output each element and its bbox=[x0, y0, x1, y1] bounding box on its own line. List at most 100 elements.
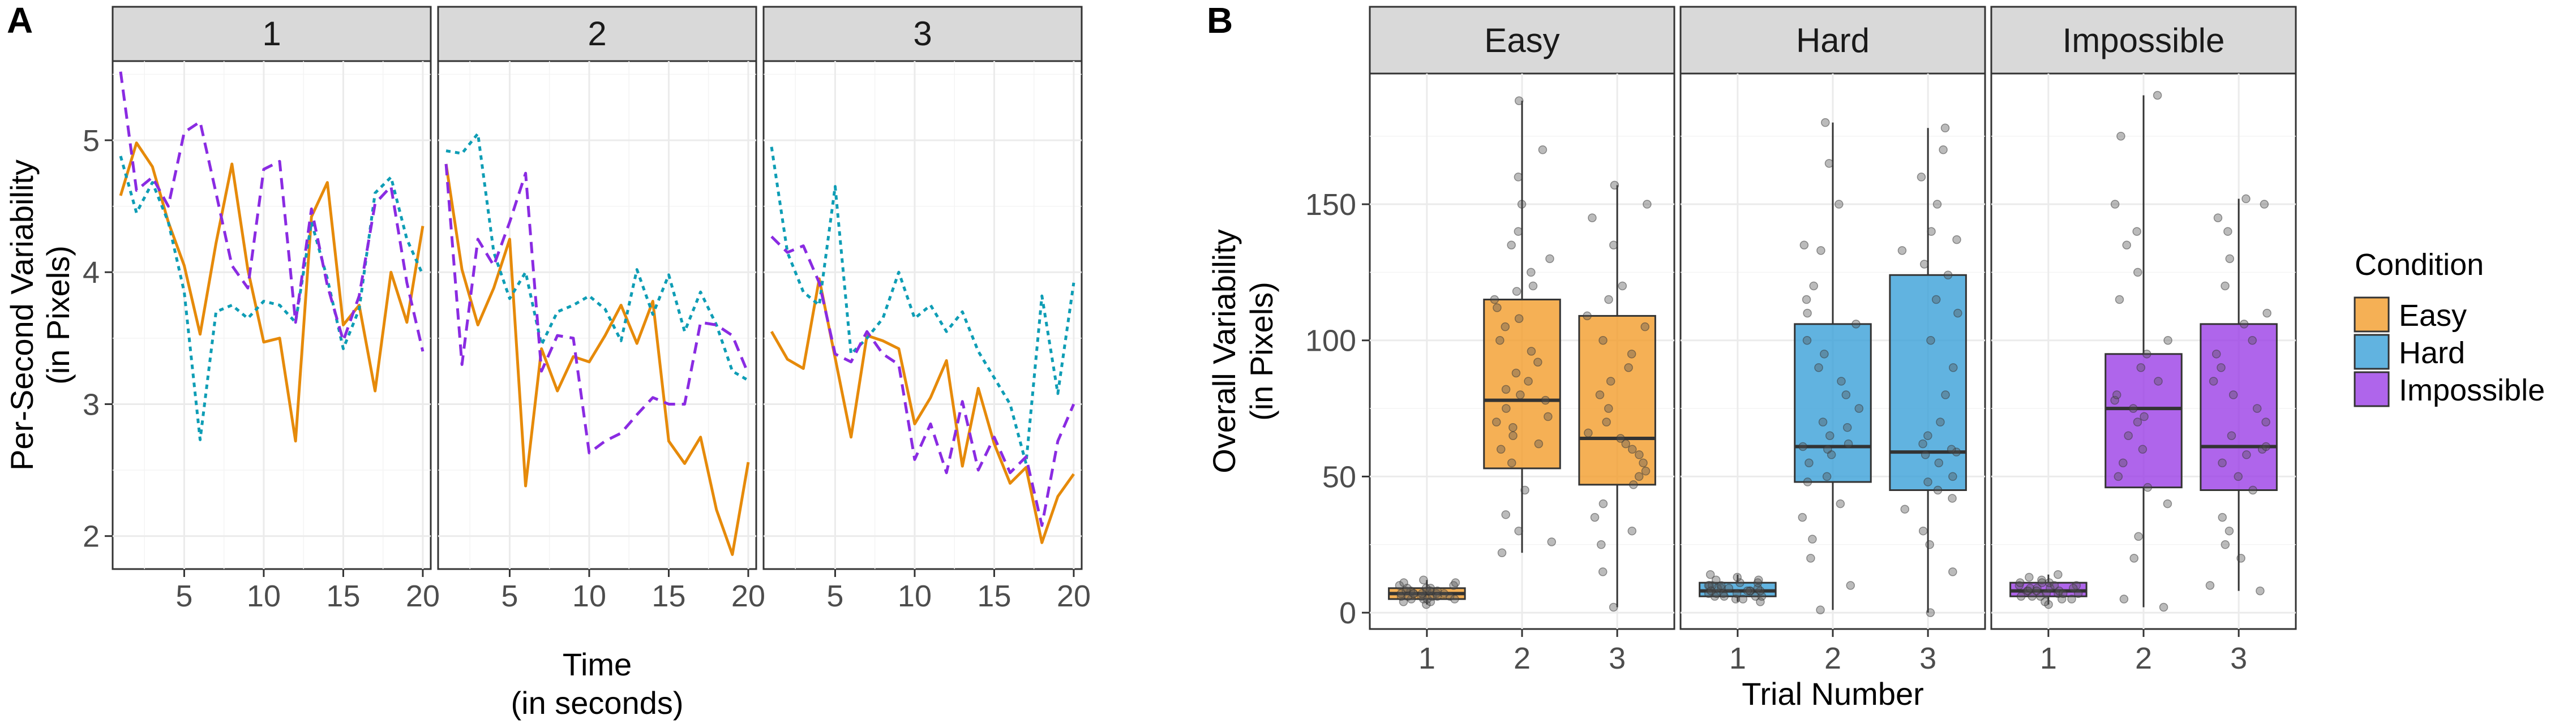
data-point bbox=[1844, 439, 1853, 449]
jitter-points bbox=[2110, 91, 2172, 612]
data-point bbox=[1927, 227, 1936, 236]
x-tick-label: 3 bbox=[1919, 641, 1936, 675]
data-point bbox=[1618, 281, 1627, 291]
data-point bbox=[1821, 118, 1830, 127]
data-point bbox=[2067, 595, 2076, 604]
box-trial-3 bbox=[1578, 180, 1656, 612]
data-point bbox=[1735, 578, 1745, 587]
facet-strip bbox=[1369, 6, 1675, 75]
data-point bbox=[2050, 581, 2059, 590]
data-point bbox=[1641, 467, 1651, 476]
data-point bbox=[1934, 458, 1944, 468]
data-point bbox=[1825, 431, 1835, 440]
data-point bbox=[1583, 311, 1592, 321]
data-point bbox=[1514, 173, 1523, 182]
data-point bbox=[2129, 404, 2138, 413]
panel-b-axes: 1 2 3 1 2 3 1 2 3 0 50 100 150 bbox=[1305, 188, 2247, 675]
data-point bbox=[1604, 295, 1613, 304]
facet-strip-label: 2 bbox=[588, 15, 606, 53]
data-point bbox=[1705, 570, 1715, 579]
x-tick-label: 5 bbox=[175, 579, 192, 613]
data-point bbox=[1923, 431, 1932, 440]
jitter-points bbox=[1490, 96, 1557, 557]
data-point bbox=[1399, 578, 1408, 587]
y-tick-label: 150 bbox=[1305, 188, 1356, 222]
data-point bbox=[2044, 578, 2054, 587]
data-point bbox=[1802, 335, 1812, 345]
data-point bbox=[1711, 575, 1721, 585]
data-point bbox=[1524, 377, 1533, 386]
data-point bbox=[2129, 554, 2138, 563]
data-point bbox=[1806, 554, 1815, 563]
data-point bbox=[2228, 390, 2238, 399]
data-point bbox=[1732, 589, 1742, 598]
data-point bbox=[1588, 213, 1597, 222]
data-point bbox=[1609, 602, 1618, 612]
panel-a-facet-1: 1 bbox=[112, 6, 432, 570]
data-point bbox=[1949, 363, 1958, 372]
data-point bbox=[1717, 581, 1726, 590]
data-point bbox=[1816, 246, 1825, 255]
data-point bbox=[1854, 404, 1864, 413]
data-point bbox=[2234, 472, 2243, 481]
jitter-points bbox=[1704, 570, 1767, 606]
data-point bbox=[2248, 335, 2257, 345]
data-point bbox=[1417, 592, 1426, 601]
legend-key-hard bbox=[2354, 334, 2390, 370]
data-point bbox=[2016, 578, 2025, 587]
data-point bbox=[1517, 200, 1527, 209]
data-point bbox=[1547, 537, 1557, 546]
panel-a-tag: A bbox=[7, 0, 33, 41]
data-point bbox=[2032, 586, 2041, 596]
data-point bbox=[1820, 350, 1829, 359]
data-point bbox=[1417, 589, 1426, 598]
x-tick-label: 1 bbox=[2040, 641, 2057, 675]
data-point bbox=[2143, 483, 2153, 492]
panel-a-y-title-line2: (in Pixels) bbox=[40, 245, 76, 385]
data-point bbox=[1598, 567, 1608, 576]
data-point bbox=[1629, 480, 1638, 489]
data-point bbox=[2223, 227, 2232, 236]
data-point bbox=[1627, 526, 1637, 536]
data-point bbox=[1798, 442, 1807, 451]
data-point bbox=[2068, 584, 2078, 593]
data-point bbox=[2124, 431, 2133, 440]
data-point bbox=[1931, 295, 1941, 304]
facet-strip-label: Hard bbox=[1796, 21, 1870, 59]
panel-b-x-title: Trial Number bbox=[1742, 676, 1924, 712]
data-point bbox=[1507, 240, 1516, 250]
data-point bbox=[1609, 240, 1618, 250]
data-point bbox=[1597, 540, 1606, 549]
data-point bbox=[1923, 477, 1932, 486]
jitter-points bbox=[2014, 570, 2083, 609]
data-point bbox=[1514, 526, 1523, 536]
panel-a-x-title-line1: Time bbox=[563, 647, 632, 682]
x-tick-label: 20 bbox=[1057, 579, 1091, 613]
data-point bbox=[1616, 434, 1625, 443]
data-point bbox=[2110, 395, 2119, 405]
series-line-impossible bbox=[444, 163, 750, 455]
panel-b-y-title-line1: Overall Variability bbox=[1206, 229, 1242, 473]
legend-label-hard: Hard bbox=[2399, 336, 2465, 370]
data-point bbox=[2132, 227, 2141, 236]
data-point bbox=[2054, 570, 2063, 579]
data-point bbox=[1640, 322, 1649, 331]
legend-label-easy: Easy bbox=[2399, 299, 2467, 333]
data-point bbox=[1921, 450, 1930, 459]
facet-strip-label: 1 bbox=[262, 15, 281, 53]
series-line-easy bbox=[444, 163, 750, 556]
data-point bbox=[1948, 472, 1957, 481]
data-point bbox=[1514, 314, 1524, 323]
data-point bbox=[1824, 159, 1834, 168]
data-point bbox=[1941, 390, 1950, 399]
data-point bbox=[2217, 363, 2226, 372]
data-point bbox=[1598, 499, 1608, 509]
box-trial-3 bbox=[2200, 194, 2278, 596]
x-tick-label: 5 bbox=[826, 579, 843, 613]
data-point bbox=[1816, 605, 1825, 615]
panel-a-x-title-line2: (in seconds) bbox=[511, 685, 683, 721]
x-tick-label: 3 bbox=[2230, 641, 2247, 675]
data-point bbox=[1604, 404, 1613, 413]
panel-b-facet-easy: Easy bbox=[1369, 6, 1675, 630]
